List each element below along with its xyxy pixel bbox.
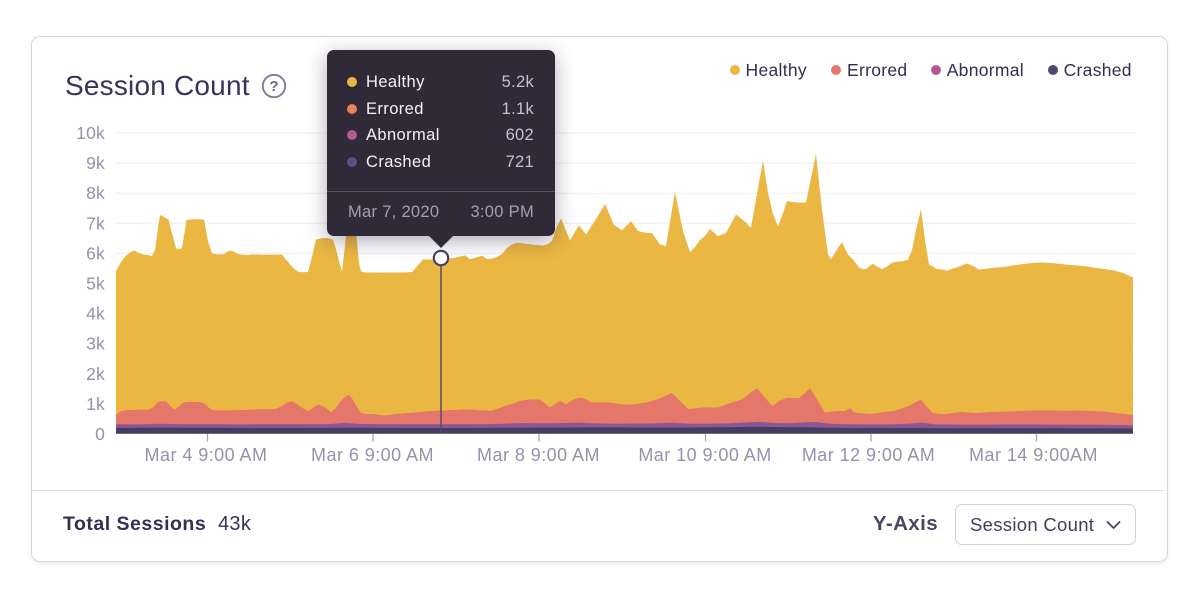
- svg-text:3k: 3k: [86, 334, 105, 354]
- svg-text:Mar 4 9:00 AM: Mar 4 9:00 AM: [145, 445, 268, 465]
- svg-text:7k: 7k: [86, 213, 105, 233]
- svg-text:10k: 10k: [76, 123, 105, 143]
- svg-text:Mar 6 9:00 AM: Mar 6 9:00 AM: [311, 445, 434, 465]
- svg-text:5k: 5k: [86, 274, 105, 294]
- svg-text:6k: 6k: [86, 243, 105, 263]
- svg-text:4k: 4k: [86, 304, 105, 324]
- svg-text:Mar 12 9:00 AM: Mar 12 9:00 AM: [802, 445, 935, 465]
- svg-text:?: ?: [269, 78, 278, 95]
- svg-text:2k: 2k: [86, 364, 105, 384]
- svg-text:9k: 9k: [86, 153, 105, 173]
- svg-text:Mar 14 9:00AM: Mar 14 9:00AM: [969, 445, 1098, 465]
- svg-text:8k: 8k: [86, 183, 105, 203]
- svg-text:0: 0: [95, 424, 105, 444]
- svg-text:1k: 1k: [86, 394, 105, 414]
- svg-text:Mar 8 9:00 AM: Mar 8 9:00 AM: [477, 445, 600, 465]
- svg-text:Mar 10 9:00 AM: Mar 10 9:00 AM: [638, 445, 771, 465]
